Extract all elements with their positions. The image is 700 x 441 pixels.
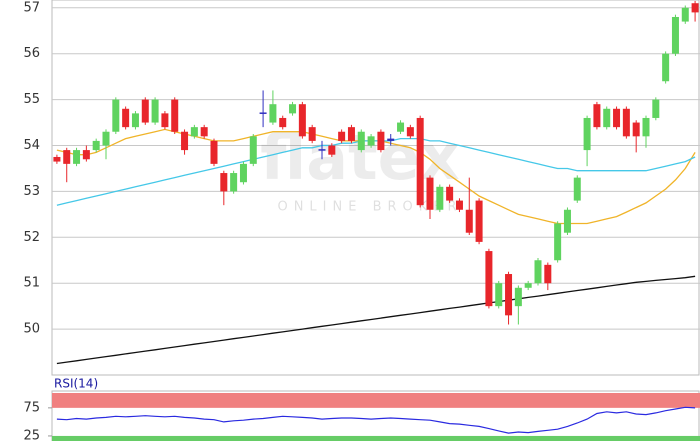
candle-body <box>181 131 189 151</box>
y-tick-label: 57 <box>23 0 40 15</box>
y-tick-label: 75 <box>23 400 40 415</box>
candle-body <box>338 131 346 141</box>
candle-body <box>593 104 601 128</box>
y-tick-label: 51 <box>23 276 40 291</box>
candle-body <box>230 173 238 192</box>
candle-body <box>377 131 385 151</box>
candle-body <box>622 108 630 137</box>
candle-body <box>583 117 591 151</box>
candle-body <box>298 104 306 137</box>
candle-body <box>318 149 326 151</box>
candle-body <box>446 186 454 201</box>
candle-body <box>387 138 395 141</box>
candle-body <box>328 145 336 155</box>
candle-body <box>603 108 611 128</box>
candle-body <box>73 150 81 164</box>
candle-body <box>465 209 473 233</box>
candle-body <box>308 127 316 141</box>
candle-body <box>671 16 679 54</box>
candle-body <box>190 127 198 137</box>
candle-body <box>455 200 463 210</box>
candle-body <box>53 156 61 162</box>
candle-body <box>495 283 503 307</box>
candle-body <box>63 150 71 164</box>
candle-body <box>475 200 483 242</box>
candle-body <box>347 127 355 141</box>
candle-body <box>112 99 120 132</box>
plot-frame <box>51 390 700 441</box>
candle-body <box>544 264 552 284</box>
candle-body <box>406 127 414 137</box>
candle-body <box>573 177 581 201</box>
moving-average-line <box>56 275 696 365</box>
candle-body <box>563 209 571 233</box>
candle-body <box>102 131 110 146</box>
y-tick-label: 55 <box>23 92 40 107</box>
moving-average-line <box>56 137 696 206</box>
candle-body <box>239 163 247 183</box>
y-tick-label: 50 <box>23 322 40 337</box>
candle-body <box>397 122 405 132</box>
rsi-panel: 25 75 RSI(14) <box>23 377 700 441</box>
candle-body <box>92 140 100 151</box>
candle-body <box>141 99 149 123</box>
candle-body <box>151 99 159 123</box>
plot-frame <box>51 0 700 376</box>
oversold-band <box>52 435 700 441</box>
candle-body <box>514 287 522 307</box>
candle-body <box>200 127 208 137</box>
candle-body <box>210 140 218 164</box>
candle-body <box>82 150 90 160</box>
candle-body <box>554 223 562 261</box>
candle-body <box>613 108 621 128</box>
candle-body <box>662 53 670 82</box>
candle-body <box>220 173 228 192</box>
candle-body <box>279 117 287 128</box>
candle-body <box>131 113 139 128</box>
candle-body <box>485 251 493 307</box>
candle-body <box>289 104 297 114</box>
candle-body <box>642 117 650 137</box>
rsi-line <box>56 406 696 434</box>
y-tick-label: 56 <box>23 46 40 61</box>
candle-body <box>632 122 640 137</box>
candle-body <box>524 283 532 288</box>
y-tick-label: 53 <box>23 184 40 199</box>
candle-body <box>681 7 689 22</box>
candle-body <box>691 3 699 13</box>
candle-body <box>171 99 179 132</box>
candle-body <box>269 104 277 123</box>
candle-body <box>426 177 434 210</box>
candle-body <box>357 131 365 151</box>
watermark-sub: ONLINE BROKER <box>277 200 462 215</box>
candle-body <box>534 260 542 284</box>
y-tick-label: 25 <box>23 428 40 441</box>
candle-body <box>436 186 444 210</box>
candle-body <box>161 113 169 128</box>
y-tick-label: 54 <box>23 138 40 153</box>
candle-body <box>505 274 513 316</box>
candle-body <box>122 108 130 128</box>
candle-body <box>416 117 424 206</box>
candle-body <box>652 99 660 118</box>
panel-title: RSI(14) <box>54 377 98 391</box>
overbought-band <box>52 393 700 408</box>
y-tick-label: 52 <box>23 230 40 245</box>
candle-body <box>367 136 375 146</box>
candle-body <box>249 136 257 164</box>
candle-body <box>259 112 267 114</box>
